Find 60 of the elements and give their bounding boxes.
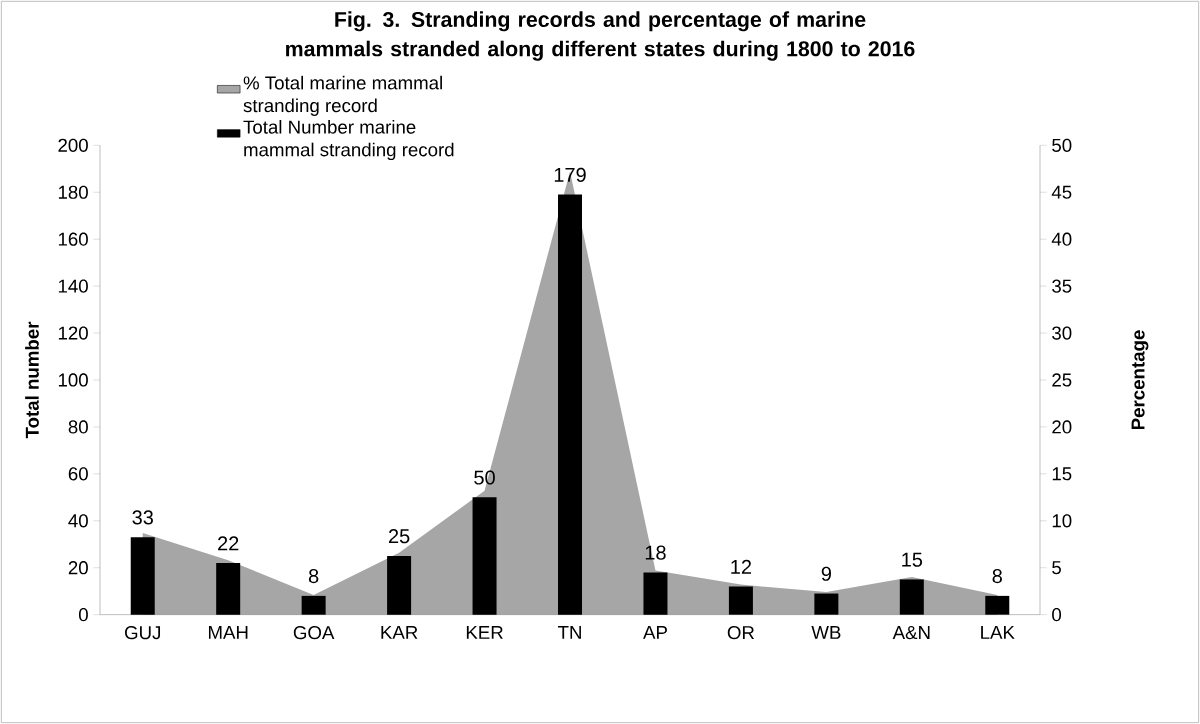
data-label: 50 — [474, 470, 495, 485]
data-label: 15 — [902, 552, 923, 567]
y2-tick-label: 15 — [1052, 467, 1072, 481]
data-label: 22 — [218, 536, 239, 551]
data-label: 12 — [731, 559, 752, 574]
x-tick-label: TN — [557, 626, 581, 639]
y2-tick-label: 30 — [1052, 326, 1072, 340]
y2-axis-title: Percentage — [1131, 330, 1149, 430]
data-label: 179 — [554, 167, 586, 182]
y-tick-label: 60 — [68, 467, 88, 481]
legend-label: % Total marine mammal stranding record — [243, 75, 442, 116]
y-tick-label: 200 — [58, 138, 88, 152]
data-label: 18 — [645, 545, 666, 560]
bar — [899, 579, 924, 615]
x-tick-label: OR — [727, 626, 755, 640]
y-tick-label: 120 — [58, 326, 88, 340]
y-tick-label: 20 — [68, 561, 88, 575]
y-tick-label: 80 — [68, 420, 88, 434]
y-tick-label: 40 — [68, 514, 88, 528]
bar — [472, 497, 497, 615]
x-tick-label: GUJ — [125, 626, 161, 640]
y-tick-label: 180 — [58, 185, 88, 199]
x-tick-label: A&N — [892, 626, 930, 640]
y2-tick-label: 20 — [1052, 420, 1072, 434]
bar — [985, 595, 1010, 615]
y-tick-label: 160 — [58, 232, 88, 246]
data-label: 25 — [388, 529, 410, 544]
x-tick-label: MAH — [208, 626, 248, 639]
y2-tick-label: 45 — [1051, 185, 1072, 199]
x-tick-label: KER — [466, 626, 503, 639]
y2-tick-label: 5 — [1052, 561, 1061, 575]
y-axis-title: Total number — [25, 321, 39, 439]
data-label: 8 — [992, 569, 1002, 584]
y2-tick-label: 10 — [1052, 514, 1072, 528]
y2-tick-label: 50 — [1052, 138, 1072, 152]
bar — [814, 593, 839, 615]
y2-tick-label: 35 — [1052, 279, 1072, 293]
data-label: 9 — [821, 566, 831, 581]
data-label: 8 — [308, 569, 319, 584]
legend-label: Total Number marine mammal stranding record — [243, 119, 454, 161]
x-tick-label: GOA — [293, 626, 335, 640]
bar — [387, 555, 412, 615]
y-tick-label: 100 — [58, 373, 88, 387]
bar — [643, 572, 668, 615]
chart-title: Fig. 3. Stranding records and percentage of marine mammals stranded along different states during 1800 to 2016 — [286, 11, 915, 61]
data-label: 33 — [132, 510, 153, 525]
bar — [558, 194, 583, 615]
bar — [728, 586, 753, 615]
y2-tick-label: 25 — [1052, 373, 1072, 387]
x-tick-label: AP — [643, 626, 667, 639]
y2-tick-label: 0 — [1052, 608, 1062, 622]
bar — [301, 595, 326, 615]
y-tick-label: 0 — [78, 608, 88, 622]
y-tick-label: 140 — [58, 279, 88, 293]
x-tick-label: KAR — [381, 626, 418, 639]
x-tick-label: WB — [811, 626, 841, 639]
y2-tick-label: 40 — [1051, 232, 1072, 246]
x-tick-label: LAK — [981, 626, 1015, 639]
bar — [216, 563, 241, 615]
bar — [130, 537, 155, 615]
